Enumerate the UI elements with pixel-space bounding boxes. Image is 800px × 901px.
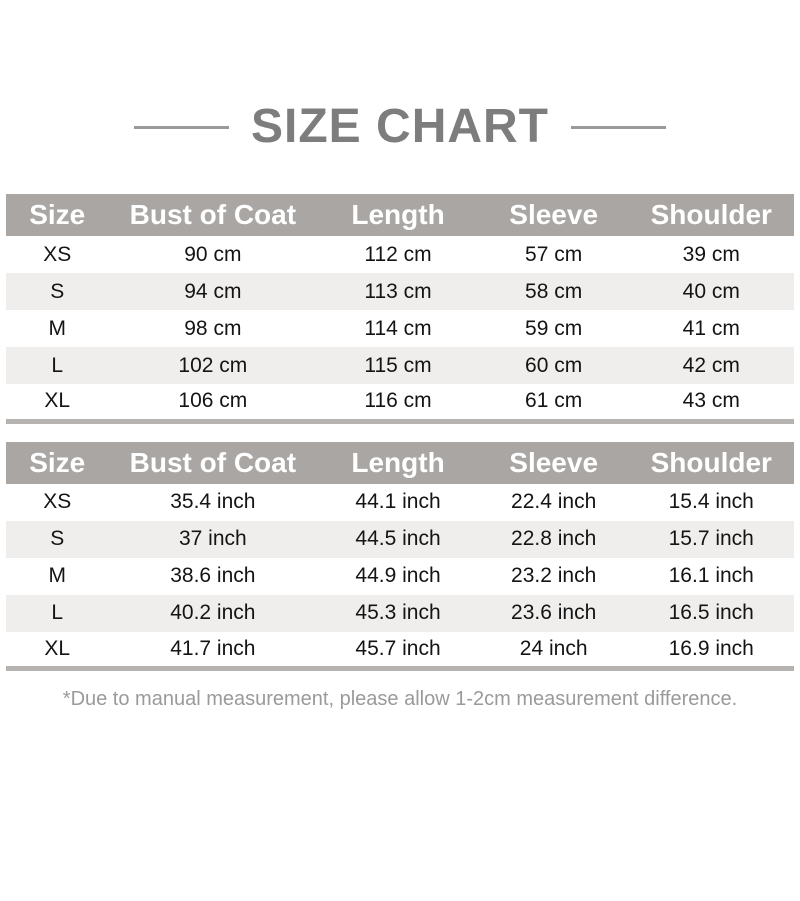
size-label-cell: M [48, 564, 66, 587]
title-decor-line-right [571, 125, 666, 129]
size-label-cell: XL [44, 636, 71, 660]
size-label-cell: L [51, 353, 64, 377]
table-row: L 40.2 inch 45.3 inch 23.6 inch 16.5 inch [6, 594, 794, 632]
table-header-cell: Size [6, 441, 109, 484]
table-header-row: Size Bust of Coat Length Sleeve Shoulder [6, 441, 794, 484]
measurement-cell: 22.8 inch [511, 527, 597, 550]
table-header-cell: Length [317, 441, 479, 484]
size-label-cell: XS [43, 242, 72, 266]
measurement-cell: 23.2 inch [511, 564, 597, 587]
measurement-cell: 42 cm [682, 353, 740, 377]
measurement-cell: 90 cm [184, 242, 242, 266]
table-row: S 37 inch 44.5 inch 22.8 inch 15.7 inch [6, 520, 794, 558]
table-header-cell: Sleeve [478, 194, 629, 236]
measurement-cell: 44.1 inch [355, 490, 441, 513]
table-header-cell: Bust of Coat [108, 194, 318, 236]
measurement-cell: 16.5 inch [668, 601, 754, 624]
measurement-cell: 40.2 inch [170, 601, 256, 624]
table-header-cell: Bust of Coat [108, 441, 318, 484]
measurement-cell: 102 cm [178, 353, 248, 377]
table-row: S 94 cm 113 cm 58 cm 40 cm [6, 273, 794, 310]
table-row: L 102 cm 115 cm 60 cm 42 cm [6, 347, 794, 384]
table-row: XS 90 cm 112 cm 57 cm 39 cm [6, 236, 794, 273]
table-row: XL 41.7 inch 45.7 inch 24 inch 16.9 inch [6, 632, 794, 669]
measurement-cell: 115 cm [364, 353, 432, 377]
table-header-cell: Size [6, 194, 109, 236]
table-row: M 98 cm 114 cm 59 cm 41 cm [6, 310, 794, 347]
measurement-cell: 16.9 inch [668, 636, 754, 660]
table-header-cell: Sleeve [478, 441, 629, 484]
table-header-cell: Shoulder [628, 441, 794, 484]
measurement-cell: 41.7 inch [170, 636, 256, 660]
measurement-cell: 15.7 inch [668, 527, 754, 550]
size-chart-page: SIZE CHART Size Bust of Coat Length Sleeve S… [0, 101, 800, 901]
table-row: XL 106 cm 116 cm 61 cm 43 cm [6, 384, 794, 421]
size-label-cell: XS [43, 490, 72, 513]
size-table-inch: Size Bust of Coat Length Sleeve Shoulder XS 35… [6, 441, 794, 671]
measurement-cell: 116 cm [364, 389, 432, 413]
measurement-cell: 39 cm [682, 242, 740, 266]
measurement-cell: 15.4 inch [668, 490, 754, 513]
measurement-cell: 113 cm [364, 279, 432, 303]
measurement-cell: 23.6 inch [511, 601, 597, 624]
measurement-cell: 43 cm [682, 389, 740, 413]
measurement-cell: 61 cm [525, 389, 583, 413]
size-label-cell: S [50, 279, 65, 303]
measurement-cell: 45.3 inch [355, 601, 441, 624]
measurement-cell: 114 cm [364, 316, 432, 340]
measurement-cell: 45.7 inch [355, 636, 441, 660]
measurement-cell: 37 inch [178, 527, 247, 550]
table-row: M 38.6 inch 44.9 inch 23.2 inch 16.1 inch [6, 558, 794, 595]
table-row: XS 35.4 inch 44.1 inch 22.4 inch 15.4 inch [6, 484, 794, 521]
measurement-cell: 44.9 inch [355, 564, 441, 587]
footnote: *Due to manual measurement, please allow… [62, 688, 738, 710]
measurement-cell: 59 cm [525, 316, 583, 340]
measurement-cell: 60 cm [525, 353, 583, 377]
measurement-cell: 41 cm [682, 316, 740, 340]
measurement-cell: 35.4 inch [170, 490, 256, 513]
page-title: SIZE CHART [251, 100, 549, 153]
measurement-cell: 44.5 inch [355, 527, 441, 550]
size-label-cell: XL [44, 389, 71, 413]
size-label-cell: S [50, 527, 65, 550]
measurement-cell: 58 cm [525, 279, 583, 303]
measurement-cell: 112 cm [364, 242, 432, 266]
measurement-cell: 40 cm [682, 279, 740, 303]
size-label-cell: M [48, 316, 66, 340]
measurement-cell: 106 cm [178, 389, 248, 413]
measurement-cell: 38.6 inch [170, 564, 256, 587]
table-header-cell: Shoulder [628, 194, 794, 236]
table-header-cell: Length [317, 194, 479, 236]
measurement-cell: 98 cm [184, 316, 242, 340]
measurement-cell: 16.1 inch [668, 564, 754, 587]
measurement-cell: 22.4 inch [511, 490, 597, 513]
measurement-cell: 94 cm [184, 279, 242, 303]
table-header-row: Size Bust of Coat Length Sleeve Shoulder [6, 194, 794, 236]
size-table-cm: Size Bust of Coat Length Sleeve Shoulder XS 90… [6, 194, 794, 424]
title-row: SIZE CHART [6, 101, 794, 153]
measurement-cell: 57 cm [525, 242, 583, 266]
size-label-cell: L [51, 601, 64, 624]
measurement-cell: 24 inch [519, 636, 588, 660]
title-decor-line-left [134, 125, 229, 129]
